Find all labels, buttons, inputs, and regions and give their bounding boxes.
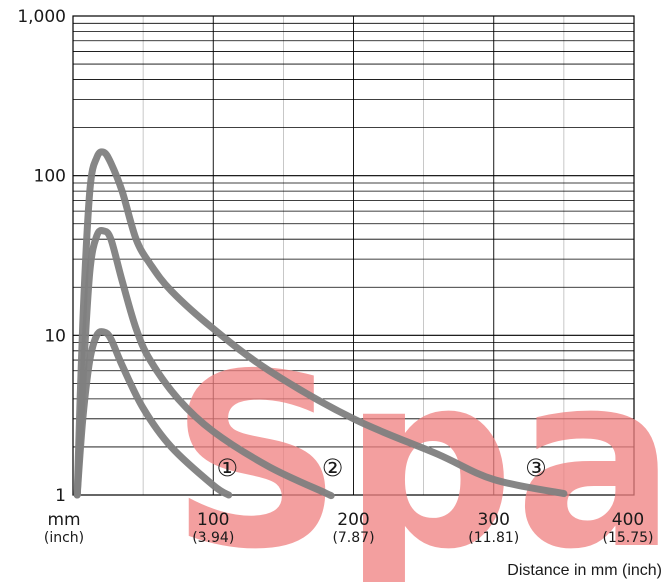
x-unit-sub-label: (inch) (44, 530, 84, 546)
curve-labels: ① ② ③ (217, 454, 547, 482)
x-tick-label: 400 (612, 510, 644, 530)
plot-frame (72, 15, 635, 496)
x-unit-label: mm (47, 510, 80, 530)
x-tick-sub-label: (3.94) (192, 530, 234, 546)
x-tick-label: 200 (337, 510, 369, 530)
grid (72, 15, 635, 496)
series-2-label: ② (322, 454, 344, 482)
series-2-line (73, 227, 335, 500)
series-3-label: ③ (525, 454, 547, 482)
y-tick-label: 10 (44, 326, 66, 346)
y-tick-label: 1,000 (17, 7, 66, 27)
y-tick-label: 1 (55, 486, 66, 506)
x-tick-label: 100 (197, 510, 229, 530)
watermark-layer: Spare (170, 322, 666, 582)
series-3-line (73, 148, 568, 499)
x-axis-ticks: mm (inch) 100(3.94) 200(7.87) 300(11.81) 40… (44, 510, 654, 546)
x-tick-sub-label: (15.75) (602, 530, 653, 546)
curves (73, 148, 568, 500)
watermark-text: Spare (170, 322, 666, 582)
series-1-line (73, 328, 233, 499)
x-axis-title: Distance in mm (inch) (507, 562, 662, 579)
x-tick-sub-label: (7.87) (332, 530, 374, 546)
x-tick-label: 300 (478, 510, 510, 530)
x-tick-sub-label: (11.81) (468, 530, 519, 546)
series-1-label: ① (217, 454, 239, 482)
y-tick-label: 100 (34, 167, 66, 187)
y-axis-ticks: 1 10 100 1,000 (17, 7, 66, 506)
